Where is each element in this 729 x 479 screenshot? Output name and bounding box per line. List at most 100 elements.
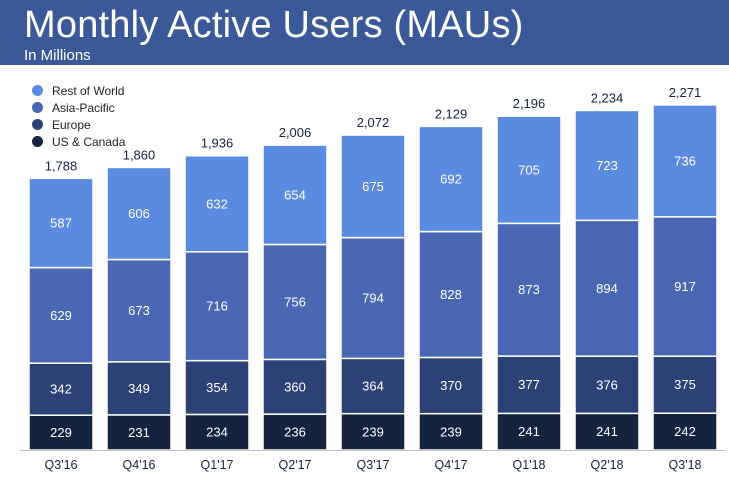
legend-label: Europe xyxy=(52,117,91,132)
data-label-asia-pacific: 917 xyxy=(674,279,696,294)
chart-legend: Rest of World Asia-Pacific Europe US & Cana… xyxy=(32,82,125,150)
bar-segment-asia-pacific xyxy=(262,243,328,361)
data-label-asia-pacific: 894 xyxy=(596,281,618,296)
data-label-us-and-canada: 236 xyxy=(284,425,306,440)
legend-label: US & Canada xyxy=(52,134,126,149)
legend-swatch xyxy=(32,136,43,147)
bar-segment-rest-of-world xyxy=(496,115,562,225)
bar-segment-asia-pacific xyxy=(184,251,250,362)
x-tick-label: Q3'18 xyxy=(669,458,702,472)
bar-segment-asia-pacific xyxy=(574,219,640,357)
data-label-rest-of-world: 587 xyxy=(50,215,72,230)
legend-item-rest-of-world: Rest of World xyxy=(32,82,125,99)
total-label: 2,129 xyxy=(435,106,468,121)
data-label-us-and-canada: 231 xyxy=(128,425,150,440)
bar-segment-europe xyxy=(418,356,484,415)
data-label-rest-of-world: 736 xyxy=(674,153,696,168)
bar-segment-europe xyxy=(496,355,562,415)
bar-segment-rest-of-world xyxy=(340,134,406,239)
data-label-us-and-canada: 239 xyxy=(362,424,384,439)
data-label-asia-pacific: 673 xyxy=(128,303,150,318)
data-label-europe: 377 xyxy=(518,377,540,392)
data-label-asia-pacific: 828 xyxy=(440,287,462,302)
total-label: 2,006 xyxy=(279,125,312,140)
total-label: 1,936 xyxy=(201,136,234,151)
data-label-asia-pacific: 629 xyxy=(50,308,72,323)
legend-item-asia-pacific: Asia-Pacific xyxy=(32,99,125,116)
legend-item-us-and-canada: US & Canada xyxy=(32,133,125,150)
data-label-us-and-canada: 241 xyxy=(518,424,540,439)
data-label-europe: 375 xyxy=(674,377,696,392)
data-label-rest-of-world: 692 xyxy=(440,171,462,186)
bar-segment-asia-pacific xyxy=(418,230,484,359)
data-label-europe: 360 xyxy=(284,379,306,394)
data-label-europe: 376 xyxy=(596,377,618,392)
data-label-rest-of-world: 705 xyxy=(518,162,540,177)
bar-segment-asia-pacific xyxy=(340,236,406,360)
bar-segment-us-and-canada xyxy=(652,412,718,451)
data-label-europe: 342 xyxy=(50,382,72,397)
bar-segment-europe xyxy=(574,355,640,415)
data-label-asia-pacific: 756 xyxy=(284,294,306,309)
data-label-us-and-canada: 241 xyxy=(596,424,618,439)
legend-label: Rest of World xyxy=(52,83,125,98)
bar-segment-us-and-canada xyxy=(340,412,406,451)
data-label-us-and-canada: 239 xyxy=(440,424,462,439)
data-label-europe: 364 xyxy=(362,379,384,394)
total-label: 1,860 xyxy=(123,147,156,162)
data-label-rest-of-world: 606 xyxy=(128,206,150,221)
x-tick-label: Q4'17 xyxy=(435,458,468,472)
bar-segment-us-and-canada xyxy=(574,412,640,451)
data-label-rest-of-world: 675 xyxy=(362,179,384,194)
bar-segment-rest-of-world xyxy=(418,125,484,233)
data-label-europe: 370 xyxy=(440,378,462,393)
legend-item-europe: Europe xyxy=(32,116,125,133)
data-label-europe: 349 xyxy=(128,381,150,396)
data-label-rest-of-world: 632 xyxy=(206,196,228,211)
bar-segment-rest-of-world xyxy=(106,166,172,261)
x-tick-label: Q4'16 xyxy=(123,458,156,472)
bar-segment-europe xyxy=(106,361,172,416)
bar-segment-europe xyxy=(28,362,94,416)
data-label-us-and-canada: 229 xyxy=(50,425,72,440)
bar-segment-europe xyxy=(262,358,328,415)
total-label: 1,788 xyxy=(45,158,78,173)
bar-segment-rest-of-world xyxy=(184,154,250,253)
total-label: 2,234 xyxy=(591,90,624,105)
bar-segment-rest-of-world xyxy=(262,144,328,246)
chart-title: Monthly Active Users (MAUs) xyxy=(24,4,524,46)
x-tick-label: Q3'16 xyxy=(45,458,78,472)
legend-swatch xyxy=(32,119,43,130)
bar-segment-asia-pacific xyxy=(496,222,562,357)
bar-segment-rest-of-world xyxy=(28,177,94,269)
total-label: 2,271 xyxy=(669,85,702,100)
bar-segment-europe xyxy=(340,357,406,415)
total-label: 2,072 xyxy=(357,115,390,130)
chart-subtitle: In Millions xyxy=(24,47,91,64)
total-label: 2,196 xyxy=(513,96,546,111)
bar-segment-asia-pacific xyxy=(652,216,718,357)
x-tick-label: Q2'17 xyxy=(279,458,312,472)
data-label-rest-of-world: 654 xyxy=(284,187,306,202)
data-label-us-and-canada: 242 xyxy=(674,424,696,439)
data-label-europe: 354 xyxy=(206,380,228,395)
x-tick-label: Q1'17 xyxy=(201,458,234,472)
legend-swatch xyxy=(32,102,43,113)
bar-segment-rest-of-world xyxy=(574,109,640,222)
data-label-rest-of-world: 723 xyxy=(596,158,618,173)
x-tick-label: Q1'18 xyxy=(513,458,546,472)
data-label-asia-pacific: 794 xyxy=(362,291,384,306)
x-tick-label: Q3'17 xyxy=(357,458,390,472)
legend-swatch xyxy=(32,85,43,96)
bar-segment-us-and-canada xyxy=(28,414,94,451)
bar-segment-rest-of-world xyxy=(652,104,718,218)
bar-segment-us-and-canada xyxy=(262,413,328,451)
data-label-us-and-canada: 234 xyxy=(206,425,228,440)
x-tick-label: Q2'18 xyxy=(591,458,624,472)
data-label-asia-pacific: 716 xyxy=(206,299,228,314)
legend-label: Asia-Pacific xyxy=(52,100,115,115)
data-label-asia-pacific: 873 xyxy=(518,282,540,297)
title-banner: Monthly Active Users (MAUs) In Millions xyxy=(0,0,729,65)
bar-segment-asia-pacific xyxy=(106,258,172,363)
